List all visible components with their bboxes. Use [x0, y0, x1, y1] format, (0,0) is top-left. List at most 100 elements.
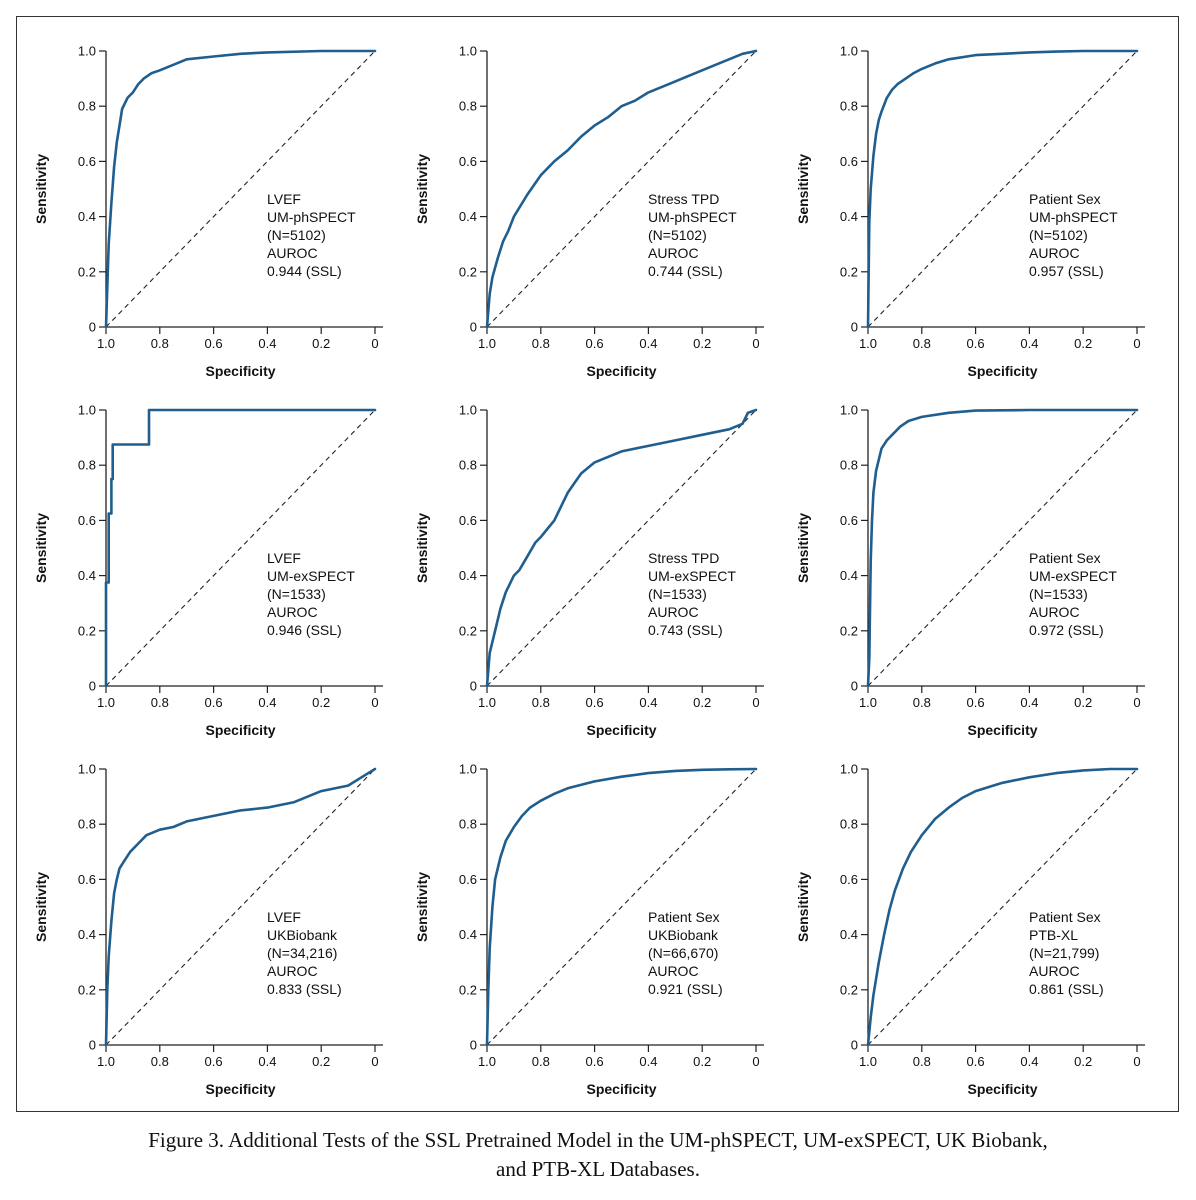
roc-curve [866, 408, 1139, 688]
y-tick-label: 1.0 [459, 762, 477, 777]
roc-panel-3: 0 0.2 0.4 0.6 0.8 1.0 1.0 0.8 0.6 0.4 0.2 0 Specific… [795, 44, 1145, 379]
x-axis-title: Specificity [586, 363, 656, 379]
roc-panel-9: 0 0.2 0.4 0.6 0.8 1.0 1.0 0.8 0.6 0.4 0.2 0 Specific… [795, 762, 1145, 1097]
roc-annotation-line: AUROC [648, 604, 699, 620]
roc-annotation-line: UM-phSPECT [648, 209, 737, 225]
roc-annotation-line: AUROC [648, 245, 699, 261]
x-tick-label: 1.0 [478, 336, 496, 351]
roc-panel-2: 0 0.2 0.4 0.6 0.8 1.0 1.0 0.8 0.6 0.4 0.2 0 Specific… [414, 44, 764, 379]
y-tick-label: 0.4 [840, 209, 858, 224]
y-tick-label: 0 [851, 679, 858, 694]
y-tick-label: 1.0 [840, 762, 858, 777]
roc-annotation-line: 0.743 (SSL) [648, 622, 723, 638]
y-tick-label: 0 [89, 679, 96, 694]
y-tick-label: 0.8 [459, 817, 477, 832]
y-tick-label: 0.6 [840, 154, 858, 169]
roc-annotation-line: (N=21,799) [1029, 945, 1099, 961]
roc-curve [485, 49, 758, 329]
x-axis-title: Specificity [967, 1081, 1037, 1097]
caption-line-1: Figure 3. Additional Tests of the SSL Pr… [148, 1128, 1048, 1152]
y-tick-label: 1.0 [840, 403, 858, 418]
x-tick-label: 0.8 [532, 695, 550, 710]
x-tick-label: 0.8 [913, 336, 931, 351]
y-tick-label: 0.8 [840, 817, 858, 832]
y-axis-title: Sensitivity [33, 872, 49, 942]
y-axis-title: Sensitivity [33, 154, 49, 224]
y-tick-label: 0.6 [840, 513, 858, 528]
roc-annotation-line: Patient Sex [1029, 550, 1101, 566]
x-tick-label: 0.8 [913, 1054, 931, 1069]
y-axis-title: Sensitivity [33, 513, 49, 583]
roc-annotation-line: Stress TPD [648, 550, 719, 566]
roc-panel-7: 0 0.2 0.4 0.6 0.8 1.0 1.0 0.8 0.6 0.4 0.2 0 Specific… [33, 762, 383, 1097]
y-axis-title: Sensitivity [795, 513, 811, 583]
roc-annotation-line: (N=5102) [648, 227, 707, 243]
x-tick-label: 0.8 [151, 695, 169, 710]
x-tick-label: 0.8 [151, 336, 169, 351]
x-tick-label: 0.6 [967, 336, 985, 351]
figure-caption: Figure 3. Additional Tests of the SSL Pr… [0, 1126, 1196, 1184]
y-tick-label: 0.4 [459, 927, 477, 942]
x-tick-label: 0.4 [1020, 1054, 1038, 1069]
y-tick-label: 0.4 [459, 209, 477, 224]
roc-annotation-line: UM-phSPECT [1029, 209, 1118, 225]
roc-annotation-line: AUROC [267, 604, 318, 620]
y-tick-label: 0 [89, 1038, 96, 1053]
roc-annotation-line: AUROC [648, 963, 699, 979]
y-tick-label: 0.8 [459, 458, 477, 473]
roc-annotation-line: Patient Sex [648, 909, 720, 925]
y-tick-label: 0.8 [459, 99, 477, 114]
x-tick-label: 0.4 [258, 1054, 276, 1069]
chance-reference-line [105, 768, 376, 1046]
y-tick-label: 0.2 [78, 264, 96, 279]
y-axis-title: Sensitivity [795, 872, 811, 942]
x-tick-label: 0.6 [205, 1054, 223, 1069]
x-tick-label: 1.0 [478, 695, 496, 710]
x-tick-label: 0.6 [967, 1054, 985, 1069]
x-tick-label: 1.0 [97, 1054, 115, 1069]
x-tick-label: 0 [752, 336, 759, 351]
y-axis-title: Sensitivity [414, 154, 430, 224]
y-tick-label: 0.2 [78, 623, 96, 638]
chance-reference-line [486, 50, 757, 328]
roc-curve [485, 767, 758, 1047]
x-tick-label: 0.2 [312, 336, 330, 351]
y-tick-label: 0 [470, 1038, 477, 1053]
roc-annotation-line: AUROC [1029, 245, 1080, 261]
y-tick-label: 0 [470, 320, 477, 335]
y-tick-label: 0.8 [840, 458, 858, 473]
y-tick-label: 1.0 [459, 403, 477, 418]
chance-reference-line [867, 768, 1138, 1046]
x-tick-label: 0.4 [639, 336, 657, 351]
y-tick-label: 1.0 [459, 44, 477, 59]
roc-annotation-line: 0.744 (SSL) [648, 263, 723, 279]
x-axis-title: Specificity [967, 363, 1037, 379]
chance-reference-line [105, 409, 376, 687]
y-tick-label: 0 [89, 320, 96, 335]
y-axis-title: Sensitivity [414, 872, 430, 942]
x-tick-label: 0.6 [205, 336, 223, 351]
y-tick-label: 0.6 [78, 872, 96, 887]
x-tick-label: 0.2 [1074, 1054, 1092, 1069]
x-tick-label: 0.6 [586, 1054, 604, 1069]
x-axis-title: Specificity [586, 722, 656, 738]
roc-annotation-line: 0.944 (SSL) [267, 263, 342, 279]
x-tick-label: 0.4 [258, 695, 276, 710]
roc-annotation-line: UKBiobank [648, 927, 719, 943]
x-tick-label: 0 [1133, 336, 1140, 351]
x-tick-label: 1.0 [97, 336, 115, 351]
roc-annotation-line: LVEF [267, 191, 301, 207]
y-tick-label: 0.4 [840, 568, 858, 583]
x-tick-label: 0.4 [258, 336, 276, 351]
y-tick-label: 1.0 [78, 403, 96, 418]
y-tick-label: 0.2 [840, 264, 858, 279]
roc-annotation-line: UM-exSPECT [648, 568, 736, 584]
x-axis-title: Specificity [586, 1081, 656, 1097]
x-tick-label: 0.2 [1074, 336, 1092, 351]
chance-reference-line [486, 409, 757, 687]
roc-curve [485, 408, 758, 688]
x-tick-label: 1.0 [859, 336, 877, 351]
roc-annotation-line: AUROC [267, 963, 318, 979]
x-tick-label: 0.6 [967, 695, 985, 710]
